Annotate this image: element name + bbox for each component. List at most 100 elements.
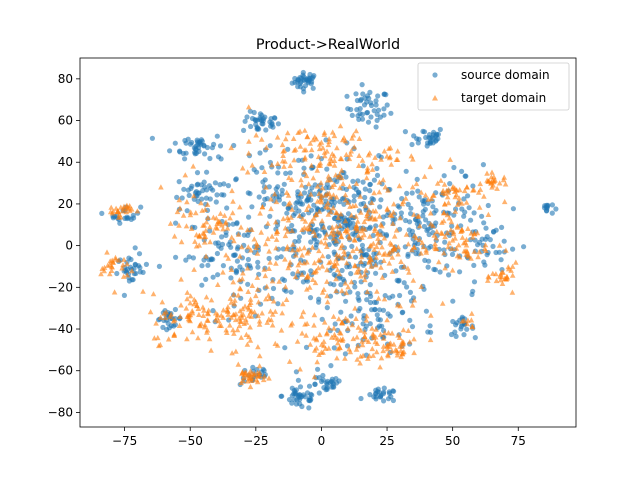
source-point — [355, 291, 361, 297]
source-point — [138, 204, 144, 210]
target-point — [376, 213, 383, 219]
target-point — [413, 180, 420, 187]
source-point — [453, 333, 459, 339]
target-point — [496, 180, 503, 186]
target-point — [298, 313, 305, 319]
source-point — [259, 121, 265, 127]
target-point — [348, 279, 355, 285]
target-point — [489, 184, 495, 190]
target-point — [233, 348, 239, 354]
source-point — [483, 225, 489, 231]
source-point — [310, 85, 316, 91]
target-point — [485, 178, 492, 184]
source-point — [388, 110, 394, 116]
source-point — [356, 116, 362, 122]
target-point — [198, 200, 204, 206]
target-point — [254, 274, 261, 280]
source-point — [361, 102, 368, 108]
target-point — [449, 267, 456, 273]
source-point — [232, 252, 238, 258]
source-point — [244, 114, 250, 120]
target-point — [482, 242, 489, 248]
target-point — [342, 218, 349, 224]
source-point — [307, 77, 313, 83]
target-point — [316, 145, 323, 152]
target-point — [274, 160, 281, 166]
target-point — [230, 198, 236, 204]
target-point — [304, 286, 310, 292]
source-point — [267, 213, 273, 219]
source-point — [420, 209, 426, 215]
target-point — [326, 190, 332, 196]
target-point — [188, 225, 195, 231]
source-point — [278, 393, 284, 399]
target-point — [318, 199, 325, 205]
target-point — [171, 332, 177, 338]
target-point — [228, 266, 235, 272]
target-point — [204, 327, 211, 333]
source-point — [208, 256, 215, 262]
target-point — [513, 259, 519, 265]
target-point — [203, 294, 210, 300]
target-point — [311, 374, 318, 380]
source-point — [168, 323, 174, 329]
target-point — [256, 318, 263, 324]
target-point — [409, 302, 416, 308]
target-point — [446, 240, 452, 246]
target-point — [337, 185, 343, 191]
source-point — [381, 106, 387, 112]
target-point — [207, 224, 213, 230]
target-point — [184, 199, 190, 205]
target-point — [316, 141, 323, 147]
source-point — [253, 117, 259, 124]
target-point — [319, 253, 326, 259]
source-point — [281, 277, 288, 283]
target-point — [386, 145, 392, 151]
source-point — [397, 292, 403, 299]
target-point — [272, 340, 279, 346]
source-point — [250, 364, 256, 370]
target-point — [176, 197, 183, 203]
target-point — [358, 258, 364, 265]
target-point — [257, 210, 263, 216]
source-point — [183, 257, 189, 263]
target-point — [418, 250, 424, 256]
x-axis: −75 −50 −25 0 25 50 75 — [112, 427, 526, 448]
target-point — [366, 259, 372, 265]
source-point — [172, 140, 178, 146]
target-point — [373, 243, 380, 250]
target-point — [213, 224, 219, 230]
target-point — [292, 146, 299, 152]
target-point — [266, 265, 272, 271]
source-point — [374, 117, 380, 123]
target-point — [305, 203, 312, 209]
source-point — [338, 282, 344, 288]
source-point — [270, 124, 276, 130]
target-point — [153, 320, 159, 326]
source-point — [301, 190, 308, 196]
target-point — [228, 299, 235, 305]
source-point — [376, 323, 383, 329]
target-point — [268, 196, 274, 202]
source-point — [479, 236, 485, 242]
target-point — [320, 224, 327, 230]
source-point — [214, 250, 220, 257]
plot-area-frame — [79, 57, 577, 428]
target-point — [380, 343, 387, 349]
x-tick-label: −25 — [243, 434, 268, 448]
target-point — [357, 353, 364, 359]
target-point — [398, 258, 404, 264]
source-point — [449, 223, 455, 229]
target-point — [316, 208, 323, 214]
target-point — [444, 212, 451, 218]
source-point — [285, 146, 291, 152]
target-point — [427, 163, 434, 170]
target-point — [187, 300, 193, 306]
source-point — [362, 327, 368, 333]
target-point — [269, 162, 275, 168]
target-point — [311, 260, 318, 266]
source-point — [327, 234, 334, 240]
source-point — [266, 255, 272, 262]
source-point — [212, 180, 218, 186]
target-point — [319, 289, 326, 295]
